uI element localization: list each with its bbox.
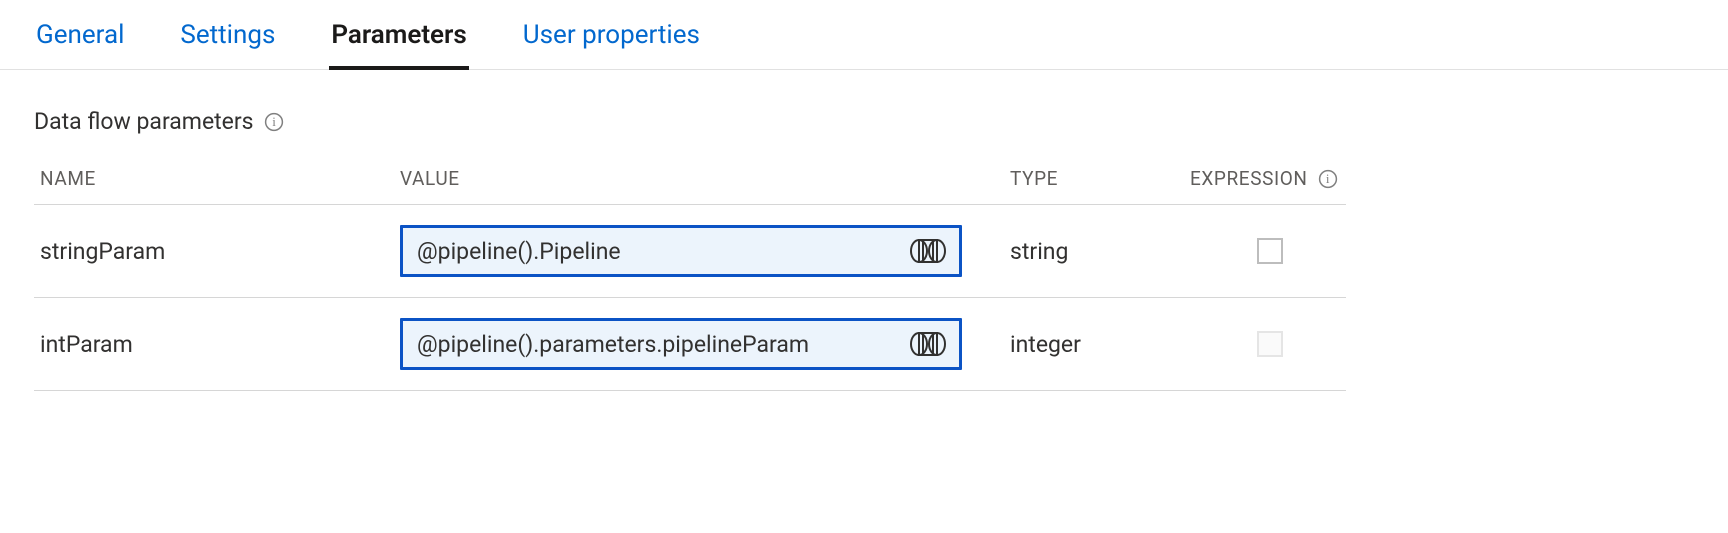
param-type: string: [1010, 238, 1190, 265]
param-expression-cell: [1190, 238, 1390, 264]
column-header-expression: EXPRESSION i: [1190, 167, 1390, 190]
table-row: intParam @pipeline().parameters.pipelineP…: [34, 297, 1346, 391]
tab-parameters[interactable]: Parameters: [329, 20, 468, 70]
table-header: NAME VALUE TYPE EXPRESSION i: [34, 161, 1346, 204]
dynamic-content-icon[interactable]: [909, 238, 947, 264]
param-value-field[interactable]: @pipeline().Pipeline: [400, 225, 962, 277]
param-name: stringParam: [40, 238, 400, 265]
expression-checkbox[interactable]: [1257, 238, 1283, 264]
tab-user-properties[interactable]: User properties: [521, 20, 702, 70]
table-row: stringParam @pipeline().Pipeline string: [34, 204, 1346, 297]
table-body: stringParam @pipeline().Pipeline string int…: [34, 204, 1346, 391]
dynamic-content-icon[interactable]: [909, 331, 947, 357]
section-header: Data flow parameters i: [34, 108, 1346, 135]
parameters-table: NAME VALUE TYPE EXPRESSION i stringParam…: [34, 161, 1346, 391]
column-header-value: VALUE: [400, 167, 1010, 190]
param-value-text: @pipeline().parameters.pipelineParam: [417, 331, 809, 358]
tab-general[interactable]: General: [34, 20, 126, 70]
parameters-section: Data flow parameters i NAME VALUE TYPE E…: [0, 70, 1380, 391]
svg-text:i: i: [1325, 171, 1329, 186]
info-icon[interactable]: i: [264, 112, 284, 132]
param-name: intParam: [40, 331, 400, 358]
column-header-type: TYPE: [1010, 167, 1190, 190]
section-title: Data flow parameters: [34, 108, 254, 135]
info-icon[interactable]: i: [1318, 169, 1338, 189]
expression-checkbox: [1257, 331, 1283, 357]
param-value-field[interactable]: @pipeline().parameters.pipelineParam: [400, 318, 962, 370]
param-expression-cell: [1190, 331, 1390, 357]
svg-text:i: i: [272, 114, 276, 129]
param-value-text: @pipeline().Pipeline: [417, 238, 621, 265]
tab-bar: General Settings Parameters User properties: [0, 0, 1728, 70]
column-header-name: NAME: [40, 167, 400, 190]
param-type: integer: [1010, 331, 1190, 358]
tab-settings[interactable]: Settings: [178, 20, 277, 70]
